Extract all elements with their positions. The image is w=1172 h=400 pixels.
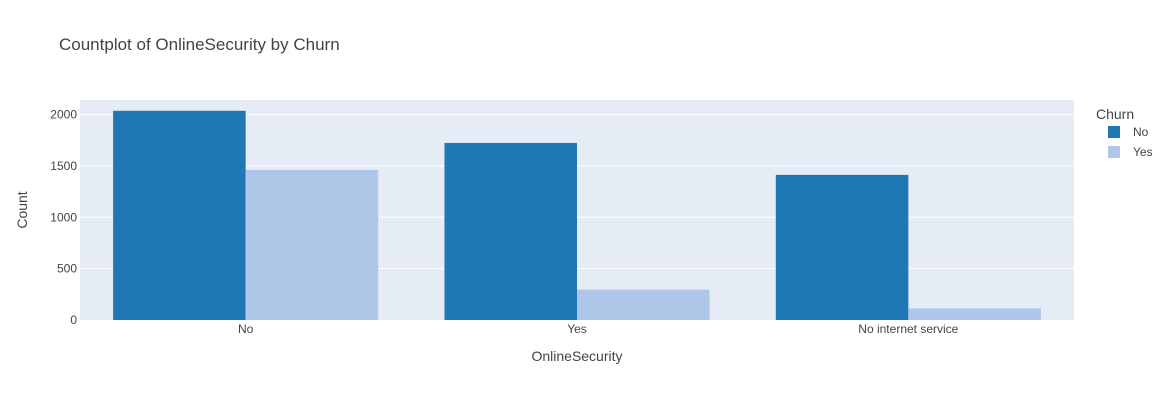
x-tick-label: No internet service <box>858 322 958 336</box>
bar <box>444 142 577 320</box>
y-tick-label: 1000 <box>50 210 77 224</box>
y-tick-label: 500 <box>57 262 77 276</box>
legend-swatch <box>1108 146 1120 158</box>
bar <box>577 289 710 320</box>
y-tick-label: 2000 <box>50 108 77 122</box>
legend-swatch <box>1108 126 1120 138</box>
x-axis-title: OnlineSecurity <box>531 348 622 364</box>
bar <box>113 110 246 320</box>
y-tick-labels: 0 500 1000 1500 2000 <box>50 108 77 327</box>
x-tick-labels: No Yes No internet service <box>238 322 959 336</box>
y-tick-label: 1500 <box>50 159 77 173</box>
bars <box>113 110 1041 320</box>
legend-item-label: Yes <box>1133 145 1153 159</box>
y-axis-title: Count <box>14 191 30 228</box>
chart-title: Countplot of OnlineSecurity by Churn <box>59 35 340 54</box>
bar <box>775 174 909 320</box>
bar <box>908 308 1041 320</box>
legend: Churn No Yes <box>1096 106 1153 159</box>
bar <box>245 169 379 320</box>
legend-title: Churn <box>1096 106 1134 122</box>
legend-item-label: No <box>1133 125 1149 139</box>
y-tick-label: 0 <box>70 313 77 327</box>
x-tick-label: No <box>238 322 254 336</box>
x-tick-label: Yes <box>567 322 587 336</box>
